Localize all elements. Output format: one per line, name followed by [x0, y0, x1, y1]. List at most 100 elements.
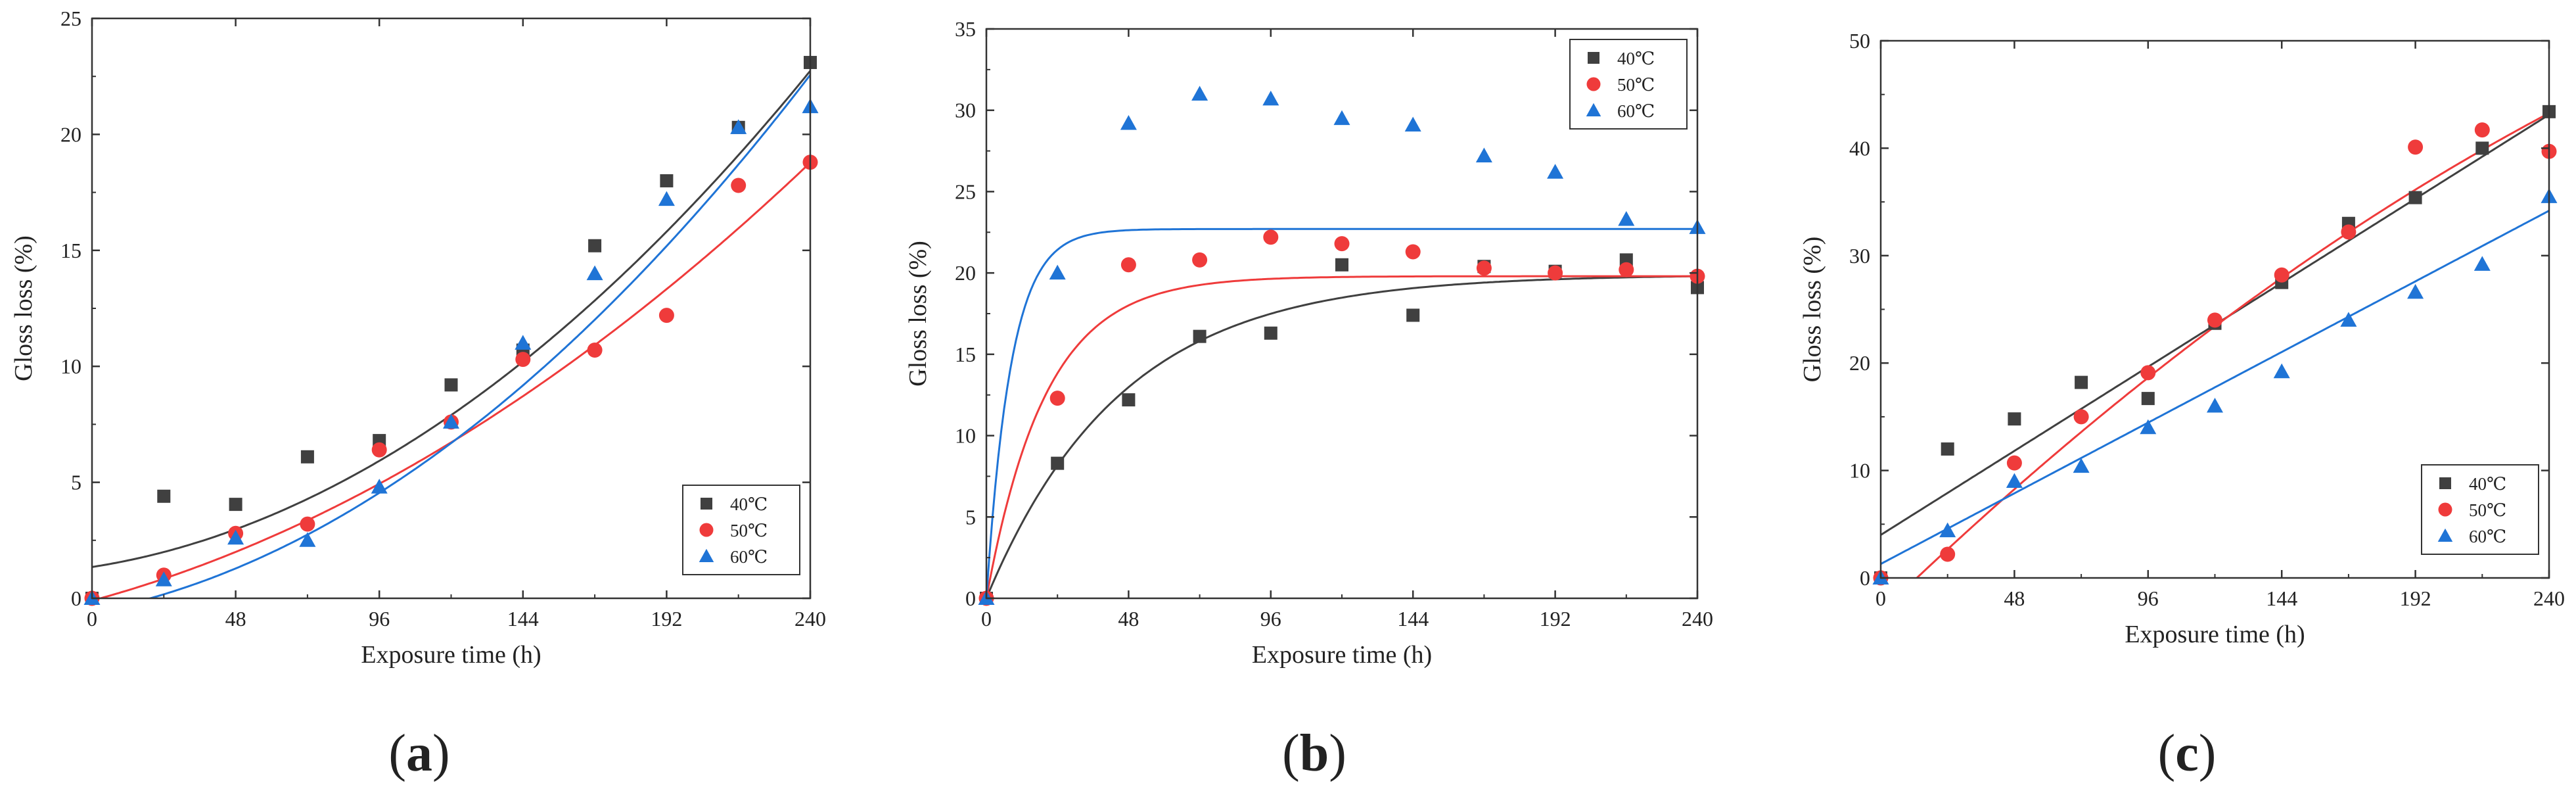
- legend-marker: [1588, 52, 1599, 64]
- data-point: [2140, 365, 2156, 381]
- x-tick-label: 240: [2533, 586, 2565, 610]
- data-point: [586, 265, 603, 281]
- x-tick-label: 192: [2400, 586, 2431, 610]
- y-tick-label: 50: [1849, 29, 1870, 53]
- legend-marker: [699, 548, 714, 562]
- y-tick-label: 25: [60, 7, 81, 30]
- data-point: [2408, 191, 2422, 204]
- data-point: [443, 414, 459, 429]
- legend-label: 60℃: [730, 547, 768, 567]
- y-tick-label: 15: [955, 343, 976, 366]
- data-point: [1405, 244, 1421, 260]
- data-point: [155, 571, 172, 586]
- data-point: [1475, 147, 1492, 162]
- data-point: [515, 335, 532, 350]
- data-point: [371, 442, 387, 458]
- data-point: [1120, 257, 1136, 273]
- x-tick-label: 48: [225, 607, 246, 631]
- chart-panel-c: 0 48 96 144 192 240 0 10 20 30 40 50 Exposure time (…: [1799, 29, 2565, 782]
- data-point: [2073, 409, 2089, 425]
- data-point: [227, 529, 244, 545]
- x-tick-label: 240: [1682, 607, 1713, 631]
- data-point: [1049, 391, 1065, 406]
- data-point: [1940, 546, 1956, 562]
- data-point: [1547, 164, 1564, 179]
- y-tick-label: 10: [1849, 459, 1870, 483]
- x-tick-label: 144: [1397, 607, 1429, 631]
- x-tick-label: 96: [1260, 607, 1281, 631]
- x-tick-label: 0: [87, 607, 97, 631]
- fit-curve-60c: [986, 227, 1697, 598]
- x-tick-label: 96: [2138, 586, 2159, 610]
- data-point: [2207, 312, 2222, 328]
- x-tick-label: 48: [2004, 586, 2025, 610]
- data-point: [2008, 412, 2021, 426]
- y-tick-label: 25: [955, 179, 976, 203]
- y-tick-label: 10: [60, 354, 81, 378]
- data-point: [1406, 308, 1420, 322]
- legend-label: 60℃: [2469, 527, 2506, 546]
- y-tick-label: 10: [955, 424, 976, 448]
- data-point: [658, 308, 674, 323]
- data-point: [157, 489, 171, 503]
- legend-marker: [1586, 103, 1601, 116]
- legend-label: 40℃: [730, 494, 768, 514]
- legend-marker: [2437, 528, 2453, 542]
- legend-label: 40℃: [1617, 49, 1655, 68]
- legend-label: 50℃: [2469, 500, 2506, 520]
- data-point: [1334, 236, 1350, 252]
- data-point: [588, 239, 602, 252]
- data-point: [1335, 258, 1348, 272]
- data-point: [2473, 256, 2491, 271]
- data-point: [2075, 375, 2088, 389]
- x-tick-label: 240: [794, 607, 826, 631]
- data-point: [299, 532, 316, 547]
- data-point: [1939, 522, 1956, 538]
- x-tick-label: 0: [981, 607, 992, 631]
- y-tick-label: 5: [71, 471, 81, 494]
- x-axis-label: Exposure time (h): [361, 641, 541, 669]
- panel-label: (a): [388, 725, 449, 782]
- data-point: [1404, 116, 1421, 131]
- data-point: [2207, 398, 2223, 413]
- panel-label: (b): [1282, 725, 1346, 782]
- data-point: [587, 343, 603, 358]
- legend-marker: [1586, 77, 1601, 91]
- data-point: [371, 479, 388, 494]
- data-point: [300, 516, 315, 532]
- y-tick-label: 30: [955, 99, 976, 122]
- data-point: [1193, 329, 1207, 343]
- data-point: [1120, 115, 1137, 130]
- y-tick-label: 15: [60, 239, 81, 262]
- data-point: [730, 119, 747, 134]
- legend: 40℃ 50℃ 60℃: [2421, 464, 2539, 555]
- y-tick-label: 0: [71, 586, 81, 610]
- data-point: [515, 352, 531, 368]
- x-tick-label: 144: [2266, 586, 2297, 610]
- data-point: [660, 174, 674, 187]
- data-point: [2073, 458, 2090, 473]
- y-tick-label: 30: [1849, 244, 1870, 268]
- data-point: [2407, 283, 2424, 299]
- data-point: [1548, 265, 1563, 281]
- y-tick-label: 0: [1860, 566, 1870, 590]
- x-tick-label: 192: [651, 607, 682, 631]
- legend: 40℃ 50℃ 60℃: [1569, 39, 1688, 130]
- fit-curve-60c: [1881, 210, 2549, 565]
- x-tick-label: 0: [1875, 586, 1886, 610]
- y-tick-label: 35: [955, 17, 976, 41]
- data-point: [1476, 260, 1492, 276]
- legend-marker: [701, 498, 712, 510]
- data-point: [1191, 85, 1208, 101]
- data-point: [2341, 224, 2357, 240]
- legend-label: 50℃: [730, 521, 768, 540]
- legend-label: 40℃: [2469, 474, 2506, 494]
- x-axis-label: Exposure time (h): [1252, 641, 1432, 669]
- y-tick-label: 5: [965, 505, 976, 529]
- data-point: [2475, 141, 2489, 155]
- fit-curve-60c: [147, 74, 810, 598]
- y-axis-label: Gloss loss (%): [1799, 237, 1826, 383]
- panel-label: (c): [2158, 725, 2217, 782]
- data-point: [1122, 393, 1136, 407]
